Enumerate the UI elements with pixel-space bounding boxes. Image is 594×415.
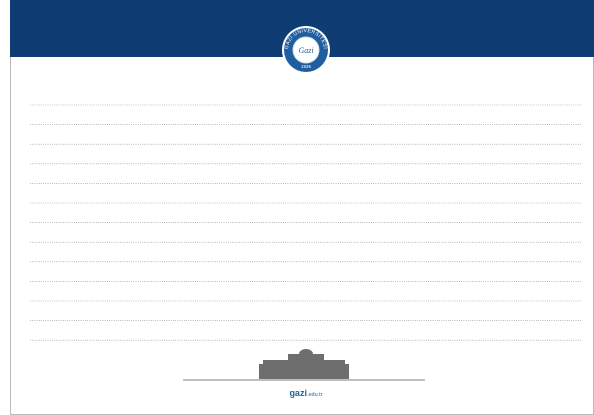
letterhead: GAZİ ÜNİVERSİTESİ 1926 Gazi gazi.edu.tr (0, 0, 594, 415)
building-wing-right (343, 364, 349, 379)
building-wing-left (259, 364, 265, 379)
logo: GAZİ ÜNİVERSİTESİ 1926 Gazi (282, 26, 330, 74)
footer-suffix: .edu.tr (307, 392, 323, 398)
footer-domain: gazi (289, 388, 307, 398)
logo-monogram: Gazi (298, 46, 313, 55)
building-body (263, 360, 345, 379)
logo-year: 1926 (301, 64, 312, 69)
page: GAZİ ÜNİVERSİTESİ 1926 Gazi gazi.edu.tr … (0, 0, 594, 415)
building-dome (299, 349, 313, 359)
